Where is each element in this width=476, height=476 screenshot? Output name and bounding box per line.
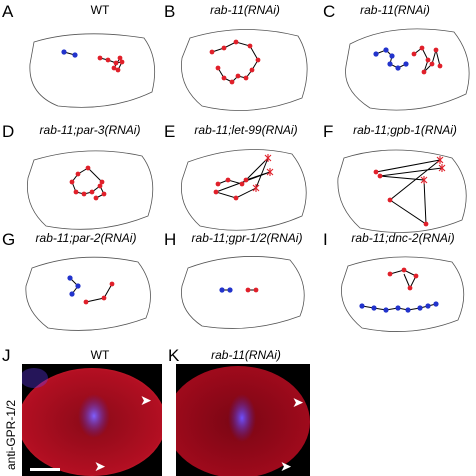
panel-title-e: rab-11;let-99(RNAi)	[194, 123, 298, 137]
panel-letter-c: C	[323, 2, 336, 21]
stain-label: anti-GPR-1/2	[4, 399, 18, 470]
panel-i-drawing	[341, 256, 465, 332]
panel-letter-a: A	[2, 2, 14, 21]
panel-title-b: rab-11(RNAi)	[210, 3, 280, 17]
panel-letter-h: H	[164, 230, 177, 249]
panel-letter-e: E	[164, 122, 176, 141]
panel-letter-b: B	[164, 2, 176, 21]
panel-title-c: rab-11(RNAi)	[360, 3, 430, 17]
panel-a-drawing	[29, 33, 156, 108]
panel-h-drawing	[181, 256, 305, 329]
panel-b-drawing	[181, 29, 308, 111]
micrograph-wt-image	[22, 368, 162, 476]
micrograph-wt: ➤ ➤	[22, 364, 162, 476]
panel-d-drawing	[27, 150, 154, 230]
panel-title-d: rab-11;par-3(RNAi)	[39, 123, 141, 137]
arrow-rab11-top: ➤	[292, 394, 304, 410]
panel-title-f: rab-11;gpb-1(RNAi)	[353, 123, 457, 137]
panel-title-k: rab-11(RNAi)	[211, 348, 281, 362]
panel-letter-i: I	[323, 230, 328, 249]
arrow-wt-top: ➤	[140, 392, 152, 408]
panel-letter-d: D	[2, 122, 15, 141]
panel-title-a: WT	[90, 3, 110, 17]
panel-title-g: rab-11;par-2(RNAi)	[35, 231, 137, 245]
panel-letter-g: G	[2, 230, 16, 249]
panel-letter-j: J	[2, 346, 11, 365]
micrograph-rab11-image	[176, 366, 310, 476]
panel-e-drawing	[181, 149, 307, 231]
arrow-rab11-bottom: ➤	[280, 458, 292, 474]
panel-title-h: rab-11;gpr-1/2(RNAi)	[191, 231, 303, 245]
arrow-wt-bottom: ➤	[94, 458, 106, 474]
panel-title-j: WT	[90, 348, 110, 362]
scale-bar	[30, 468, 60, 471]
panel-f-drawing	[337, 149, 467, 233]
micrograph-rab11: ➤ ➤	[176, 364, 310, 476]
panel-letter-f: F	[323, 122, 334, 141]
panel-c-drawing	[345, 28, 470, 111]
panel-g-drawing	[25, 256, 151, 331]
panel-letter-k: K	[168, 346, 180, 365]
panel-title-i: rab-11;dnc-2(RNAi)	[351, 231, 455, 245]
